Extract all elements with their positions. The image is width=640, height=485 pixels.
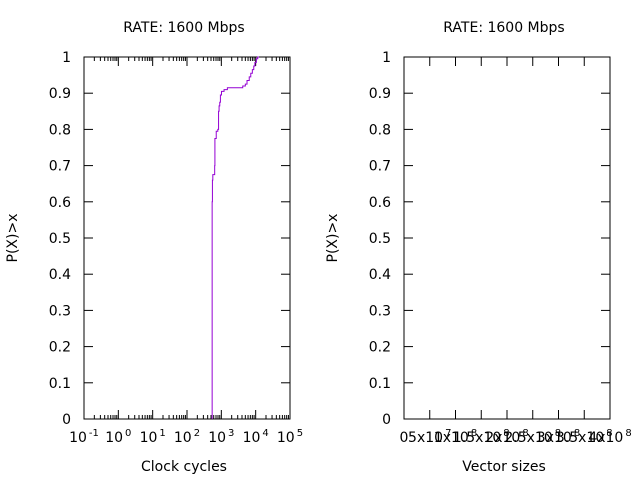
y-tick-label: 0 <box>62 412 71 428</box>
x-tick-label: 1.5x10 8 <box>453 428 510 446</box>
y-tick-label: 0.2 <box>49 340 71 356</box>
y-tick-label: 1 <box>62 50 71 66</box>
x-tick-exponent: 8 <box>625 428 631 439</box>
chart-panel-1: RATE: 1600 Mbps Clock cycles P(X)>x 0 0.1 0.2… <box>5 20 303 475</box>
x-axis-label: Vector sizes <box>462 459 546 475</box>
y-tick-label: 0.8 <box>369 122 391 138</box>
x-tick-base: 10 <box>105 430 123 446</box>
y-tick-label: 0.5 <box>49 231 71 247</box>
x-tick-exponent: 3 <box>228 428 234 439</box>
x-tick-base: 3x10 <box>537 430 572 446</box>
chart-title: RATE: 1600 Mbps <box>443 20 564 36</box>
y-tick-label: 0 <box>382 412 391 428</box>
y-tick-label: 0.7 <box>369 159 391 175</box>
x-axis-label: Clock cycles <box>141 459 227 475</box>
y-axis-label: P(X)>x <box>5 214 21 263</box>
y-tick-label: 0.5 <box>369 231 391 247</box>
x-tick-exponent: 2 <box>194 428 200 439</box>
x-tick-exponent: 0 <box>125 428 131 439</box>
x-tick-exponent: 1 <box>159 428 165 439</box>
x-tick-label: 5x10 7 <box>408 428 451 446</box>
y-tick-label: 0.8 <box>49 122 71 138</box>
x-tick-label: 1x10 8 <box>434 428 477 446</box>
x-tick-label: 2x10 8 <box>485 428 528 446</box>
x-tick-label: 10 -1 <box>69 428 99 446</box>
x-tick-exponent: 7 <box>445 428 451 439</box>
y-tick-label: 0.3 <box>49 303 71 319</box>
x-tick-base: 4x10 <box>588 430 623 446</box>
y-axis-label: P(X)>x <box>325 214 341 263</box>
y-tick-label: 0.6 <box>49 195 71 211</box>
y-tick-label: 0.6 <box>369 195 391 211</box>
x-tick-exponent: 8 <box>503 428 509 439</box>
x-tick-base: 10 <box>208 430 226 446</box>
x-tick-exponent: 8 <box>522 428 528 439</box>
x-tick-label: 0 <box>400 430 409 446</box>
x-tick-label: 10 5 <box>277 428 303 446</box>
x-tick-exponent: 5 <box>297 428 303 439</box>
x-tick-exponent: -1 <box>89 428 99 439</box>
x-tick-label: 2.5x10 8 <box>504 428 561 446</box>
x-tick-base: 2x10 <box>485 430 520 446</box>
x-tick-base: 10 <box>174 430 192 446</box>
x-tick-exponent: 8 <box>574 428 580 439</box>
x-tick-label: 10 1 <box>140 428 166 446</box>
x-tick-exponent: 8 <box>471 428 477 439</box>
x-tick-base: 1.5x10 <box>453 430 501 446</box>
x-tick-base: 10 <box>140 430 158 446</box>
x-tick-label: 10 4 <box>243 428 269 446</box>
chart-panel-2: RATE: 1600 Mbps Vector sizes P(X)>x 0 0.1 0.2… <box>325 20 632 475</box>
x-tick-base: 5x10 <box>408 430 443 446</box>
x-tick-base: 10 <box>243 430 261 446</box>
x-tick-label: 3x10 8 <box>537 428 580 446</box>
chart-title: RATE: 1600 Mbps <box>123 20 244 36</box>
x-tick-base: 1x10 <box>434 430 469 446</box>
x-tick-label: 3.5x10 8 <box>556 428 613 446</box>
x-tick-label: 10 3 <box>208 428 234 446</box>
y-tick-label: 1 <box>382 50 391 66</box>
series-line-1 <box>211 56 259 419</box>
y-tick-label: 0.7 <box>49 159 71 175</box>
x-tick-base: 3.5x10 <box>556 430 604 446</box>
y-tick-label: 0.9 <box>49 86 71 102</box>
x-tick-exponent: 8 <box>555 428 561 439</box>
x-tick-exponent: 4 <box>262 428 268 439</box>
x-tick-base: 2.5x10 <box>504 430 552 446</box>
y-tick-label: 0.9 <box>369 86 391 102</box>
x-tick-exponent: 8 <box>606 428 612 439</box>
y-tick-label: 0.2 <box>369 340 391 356</box>
x-tick-base: 0 <box>400 430 409 446</box>
y-tick-label: 0.4 <box>49 267 71 283</box>
y-tick-label: 0.4 <box>369 267 391 283</box>
x-tick-label: 10 0 <box>105 428 131 446</box>
y-tick-label: 0.3 <box>369 303 391 319</box>
x-tick-base: 10 <box>69 430 87 446</box>
y-tick-label: 0.1 <box>49 376 71 392</box>
x-tick-label: 10 2 <box>174 428 200 446</box>
x-tick-base: 10 <box>277 430 295 446</box>
y-tick-label: 0.1 <box>369 376 391 392</box>
x-tick-label: 4x10 8 <box>588 428 631 446</box>
